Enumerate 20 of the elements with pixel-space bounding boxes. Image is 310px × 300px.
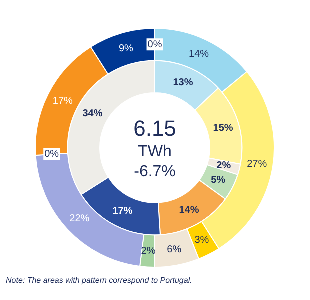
text: Note: The areas with pattern correspond to Portugal. [6,276,192,285]
data-label: 17% [52,96,74,107]
data-label: 14% [189,49,210,60]
data-label: 22% [70,214,90,225]
text: 6.15 [134,116,176,142]
text: 0% [44,149,60,160]
data-label: 6% [167,244,182,256]
data-label: 34% [82,108,103,120]
data-label: 13% [173,77,194,88]
data-label: 15% [213,122,234,134]
data-label: 3% [194,234,210,246]
data-label: 17% [112,206,133,218]
text: 0% [148,39,162,50]
data-label: 5% [211,175,226,186]
data-label: 2% [216,160,232,172]
data-label: 14% [179,205,200,216]
data-label: 27% [247,158,268,170]
data-label: 9% [118,43,134,54]
text: TWh [138,143,172,160]
text: -6.7% [134,163,176,180]
